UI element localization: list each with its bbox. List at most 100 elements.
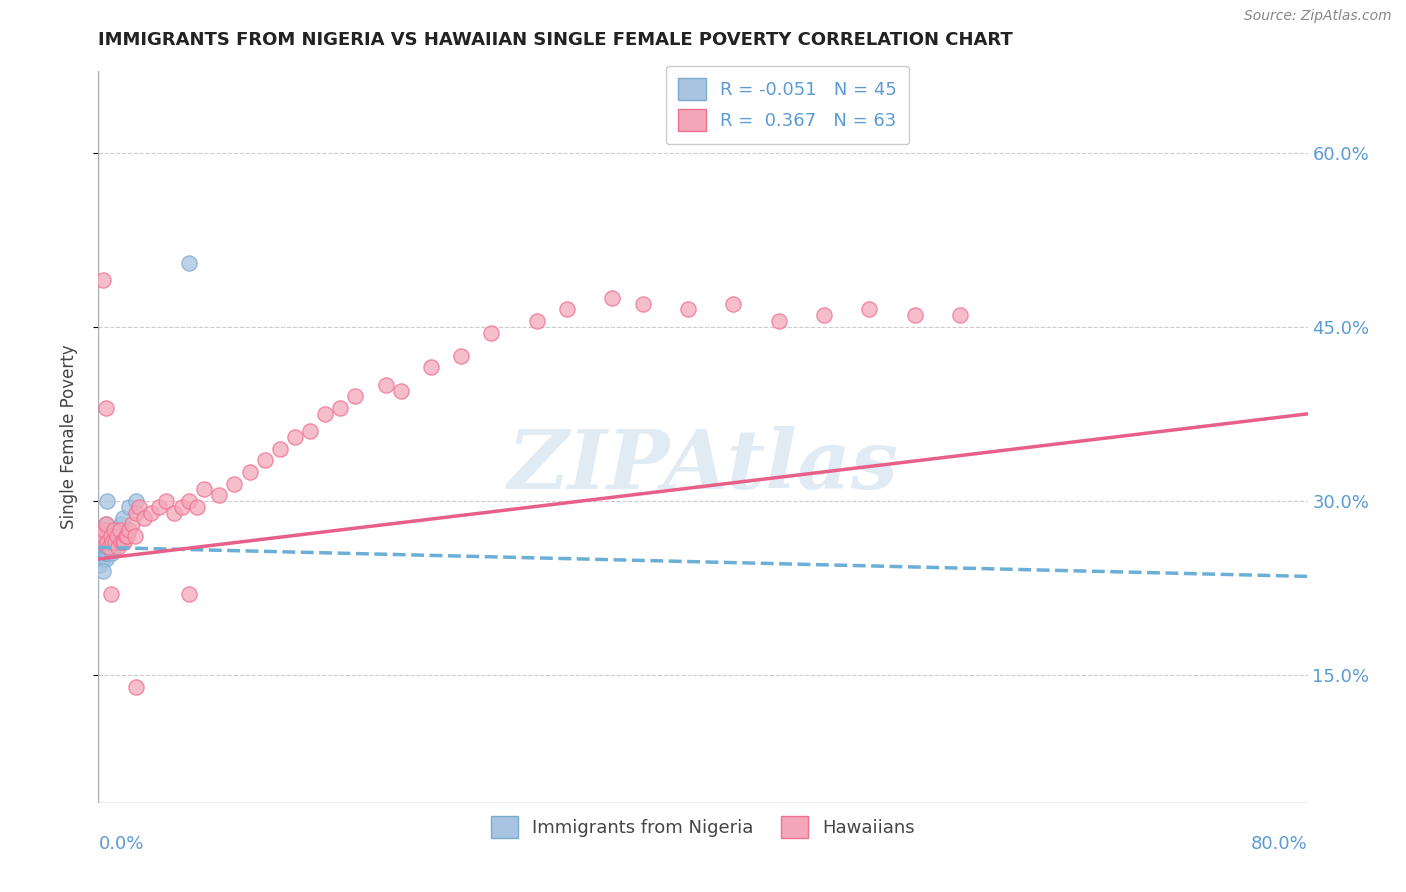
Point <box>94 517 117 532</box>
Point <box>179 256 201 270</box>
Point <box>93 541 115 555</box>
Point <box>93 523 115 537</box>
Point <box>112 534 135 549</box>
Point <box>91 529 114 543</box>
Point <box>676 302 699 317</box>
Point <box>98 534 121 549</box>
Point <box>93 523 115 537</box>
Point <box>94 517 117 532</box>
Point <box>299 424 322 438</box>
Point <box>555 302 578 317</box>
Point <box>91 546 114 560</box>
Point <box>107 541 129 555</box>
Point <box>118 500 141 514</box>
Point <box>104 534 127 549</box>
Point <box>91 564 114 578</box>
Point <box>107 534 129 549</box>
Point <box>179 494 201 508</box>
Point <box>179 587 201 601</box>
Point <box>94 401 117 415</box>
Point <box>602 291 624 305</box>
Point <box>526 314 548 328</box>
Point <box>124 529 146 543</box>
Point <box>108 529 131 543</box>
Point <box>101 534 124 549</box>
Point <box>100 529 122 543</box>
Point <box>208 488 231 502</box>
Point <box>93 546 115 560</box>
Point <box>101 534 124 549</box>
Point <box>96 534 118 549</box>
Point <box>101 546 124 560</box>
Point <box>90 534 112 549</box>
Point <box>125 506 148 520</box>
Point <box>163 506 186 520</box>
Point <box>450 349 472 363</box>
Point <box>858 302 880 317</box>
Point <box>94 552 117 566</box>
Point <box>91 534 114 549</box>
Point <box>269 442 291 456</box>
Point <box>111 511 134 525</box>
Point <box>93 534 115 549</box>
Point <box>170 500 193 514</box>
Point <box>141 506 163 520</box>
Text: 0.0%: 0.0% <box>98 835 143 854</box>
Point <box>631 296 654 310</box>
Point <box>128 500 150 514</box>
Point <box>104 534 127 549</box>
Text: IMMIGRANTS FROM NIGERIA VS HAWAIIAN SINGLE FEMALE POVERTY CORRELATION CHART: IMMIGRANTS FROM NIGERIA VS HAWAIIAN SING… <box>98 31 1014 49</box>
Point <box>103 523 125 537</box>
Text: ZIPAtlas: ZIPAtlas <box>508 426 898 507</box>
Point <box>125 680 148 694</box>
Point <box>90 534 112 549</box>
Point <box>89 558 111 572</box>
Point <box>105 529 128 543</box>
Point <box>904 308 927 322</box>
Point <box>284 430 307 444</box>
Point <box>481 326 503 340</box>
Point <box>148 500 170 514</box>
Point <box>723 296 745 310</box>
Point <box>224 476 246 491</box>
Point <box>768 314 790 328</box>
Point <box>110 534 132 549</box>
Point <box>344 389 367 403</box>
Point <box>949 308 972 322</box>
Text: Source: ZipAtlas.com: Source: ZipAtlas.com <box>1244 9 1392 23</box>
Point <box>186 500 208 514</box>
Text: 80.0%: 80.0% <box>1251 835 1308 854</box>
Point <box>105 529 128 543</box>
Point <box>96 546 118 560</box>
Point <box>132 511 155 525</box>
Point <box>253 453 276 467</box>
Point <box>108 523 131 537</box>
Point <box>314 407 336 421</box>
Point <box>94 541 117 555</box>
Point <box>105 523 128 537</box>
Point <box>91 541 114 555</box>
Point <box>125 494 148 508</box>
Point <box>155 494 177 508</box>
Legend: Immigrants from Nigeria, Hawaiians: Immigrants from Nigeria, Hawaiians <box>484 808 922 845</box>
Point <box>96 541 118 555</box>
Point <box>813 308 835 322</box>
Point <box>100 587 122 601</box>
Point <box>100 541 122 555</box>
Point <box>329 401 352 415</box>
Point <box>94 529 117 543</box>
Point <box>98 541 121 555</box>
Point <box>91 552 114 566</box>
Point <box>96 529 118 543</box>
Point <box>89 546 111 560</box>
Point <box>103 529 125 543</box>
Point <box>90 529 112 543</box>
Point <box>239 465 262 479</box>
Point <box>96 494 118 508</box>
Point <box>94 534 117 549</box>
Point <box>420 360 443 375</box>
Point <box>193 483 215 497</box>
Point <box>115 529 138 543</box>
Point <box>91 273 114 287</box>
Point <box>100 529 122 543</box>
